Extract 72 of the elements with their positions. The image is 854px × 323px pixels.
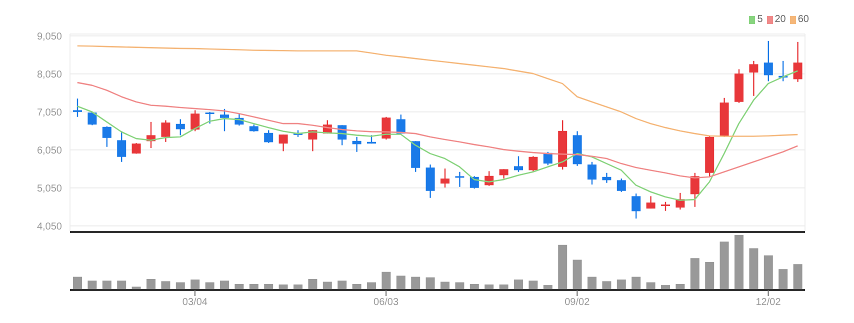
candlestick (440, 168, 450, 188)
x-tick-label: 09/02 (564, 297, 590, 308)
bar (338, 280, 347, 290)
candlestick (278, 134, 288, 152)
bar (88, 280, 97, 290)
candlestick (793, 41, 802, 82)
legend-label: 5 (757, 14, 763, 25)
bar (102, 280, 112, 290)
bar (690, 258, 700, 290)
y-tick-label: 6,050 (36, 145, 62, 156)
candlestick (616, 178, 626, 192)
candlestick (117, 130, 126, 162)
bar (793, 264, 802, 290)
candlestick (499, 168, 508, 180)
y-tick-label: 8,050 (36, 69, 62, 80)
bar (558, 244, 568, 290)
x-tick-label: 12/02 (756, 297, 782, 308)
candlestick (646, 196, 656, 210)
candlestick (749, 60, 758, 97)
bar (73, 276, 82, 290)
bar (514, 280, 523, 290)
bar (411, 276, 420, 290)
bar (190, 280, 200, 290)
x-tick-label: 06/03 (374, 297, 399, 308)
candlestick (764, 40, 773, 82)
candlestick (88, 111, 97, 126)
bar (220, 280, 229, 290)
candlestick (426, 164, 435, 198)
bar (426, 277, 435, 290)
y-tick-label: 5,050 (36, 183, 62, 194)
bar (146, 279, 156, 290)
y-tick-label: 9,050 (36, 31, 62, 42)
candlestick (205, 111, 214, 124)
y-tick-label: 7,050 (36, 107, 62, 118)
bar (632, 276, 641, 290)
candlestick (73, 98, 82, 118)
bar (396, 276, 406, 290)
candlestick (690, 172, 700, 208)
candlestick (352, 136, 362, 152)
candlestick (528, 156, 538, 172)
line-series (76, 45, 798, 137)
candlestick (514, 156, 523, 172)
candlestick (588, 161, 596, 186)
candlestick (632, 192, 641, 220)
bar (778, 269, 788, 290)
candlestick (455, 171, 464, 188)
bar (749, 248, 758, 290)
bar (720, 242, 729, 290)
candlestick (220, 108, 229, 132)
candlestick (190, 110, 200, 132)
candlestick (602, 172, 612, 184)
legend-label: 60 (798, 14, 809, 25)
y-tick-label: 4,050 (36, 221, 62, 232)
candlestick (661, 201, 670, 212)
bar (572, 260, 582, 290)
candlestick (264, 130, 274, 144)
bar (705, 262, 714, 290)
bar (528, 280, 538, 290)
x-tick-label: 03/04 (182, 297, 208, 308)
bar (616, 280, 626, 290)
bar (117, 280, 126, 290)
bar (308, 279, 318, 290)
legend-label: 20 (774, 14, 786, 25)
bar (764, 255, 773, 290)
bar (734, 235, 744, 290)
bar (382, 272, 391, 290)
candlestick (102, 126, 112, 148)
bar (588, 276, 596, 290)
bar (161, 281, 170, 290)
candlestick (176, 118, 185, 136)
bar (602, 281, 612, 290)
candlestick (161, 120, 170, 143)
